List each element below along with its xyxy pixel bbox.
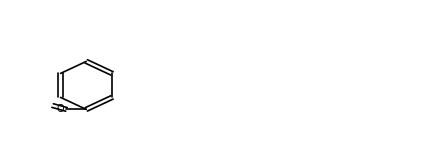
Text: O: O (57, 104, 64, 114)
